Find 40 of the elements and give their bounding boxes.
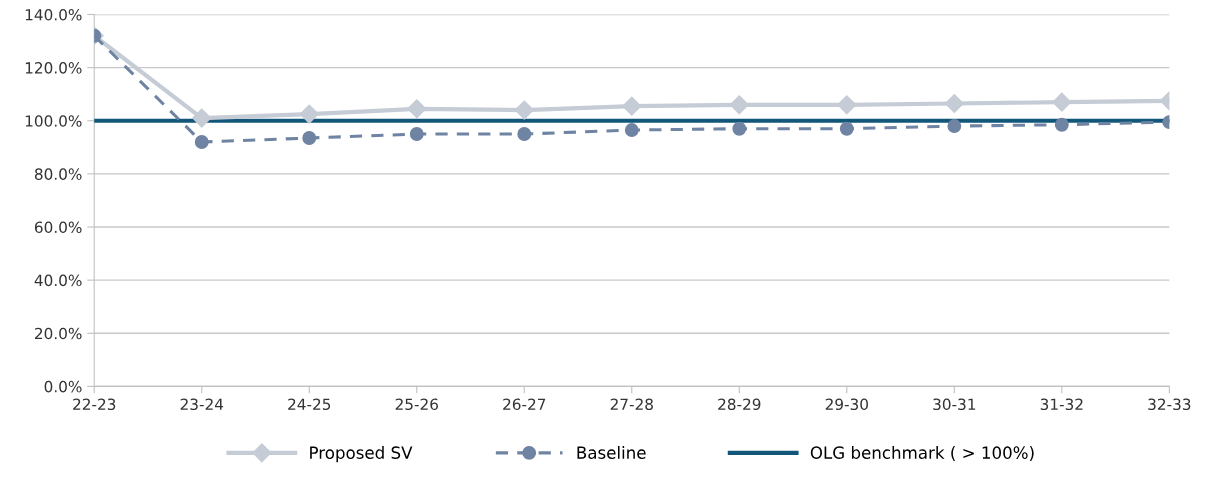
y-tick-label: 40.0% [34, 274, 82, 287]
x-tick-label: 26-27 [503, 398, 546, 411]
point [729, 95, 749, 115]
legend-label: Proposed SV [310, 446, 413, 463]
x-tick-label: 23-24 [180, 398, 224, 411]
x-tick-label: 31-32 [1040, 398, 1083, 411]
y-tick-label: 60.0% [34, 221, 82, 234]
point [299, 104, 319, 124]
legend-label: OLG benchmark ( > 100%) [810, 446, 1034, 461]
point [947, 119, 962, 134]
point [1052, 92, 1072, 112]
point [837, 95, 857, 115]
x-tick-label: 29-30 [825, 398, 868, 411]
x-tick-label: 32-33 [1148, 398, 1191, 411]
point [944, 93, 964, 114]
y-tick-label: 80.0% [34, 168, 82, 180]
point [1054, 117, 1069, 132]
point [194, 135, 209, 149]
point [624, 123, 639, 137]
point [517, 127, 532, 141]
x-tick-label: 22-23 [73, 398, 116, 411]
x-tick-label: 28-29 [718, 398, 761, 411]
point [407, 99, 427, 119]
x-tick-label: 30-31 [933, 398, 976, 411]
x-tick-label: 27-28 [610, 398, 653, 411]
point [514, 100, 534, 120]
point [409, 127, 424, 141]
point [302, 131, 317, 145]
y-tick-label: 140.0% [25, 8, 82, 21]
x-tick-label: 24-25 [288, 398, 331, 411]
point [732, 121, 747, 136]
legend-label: Baseline [577, 446, 646, 459]
y-tick-label: 120.0% [25, 62, 82, 74]
point [622, 96, 642, 116]
y-tick-label: 20.0% [35, 327, 82, 340]
y-tick-label: 100.0% [25, 115, 82, 127]
point [192, 108, 212, 128]
point [839, 121, 854, 136]
y-tick-label: 0.0% [44, 380, 82, 393]
x-tick-label: 25-26 [395, 398, 438, 411]
